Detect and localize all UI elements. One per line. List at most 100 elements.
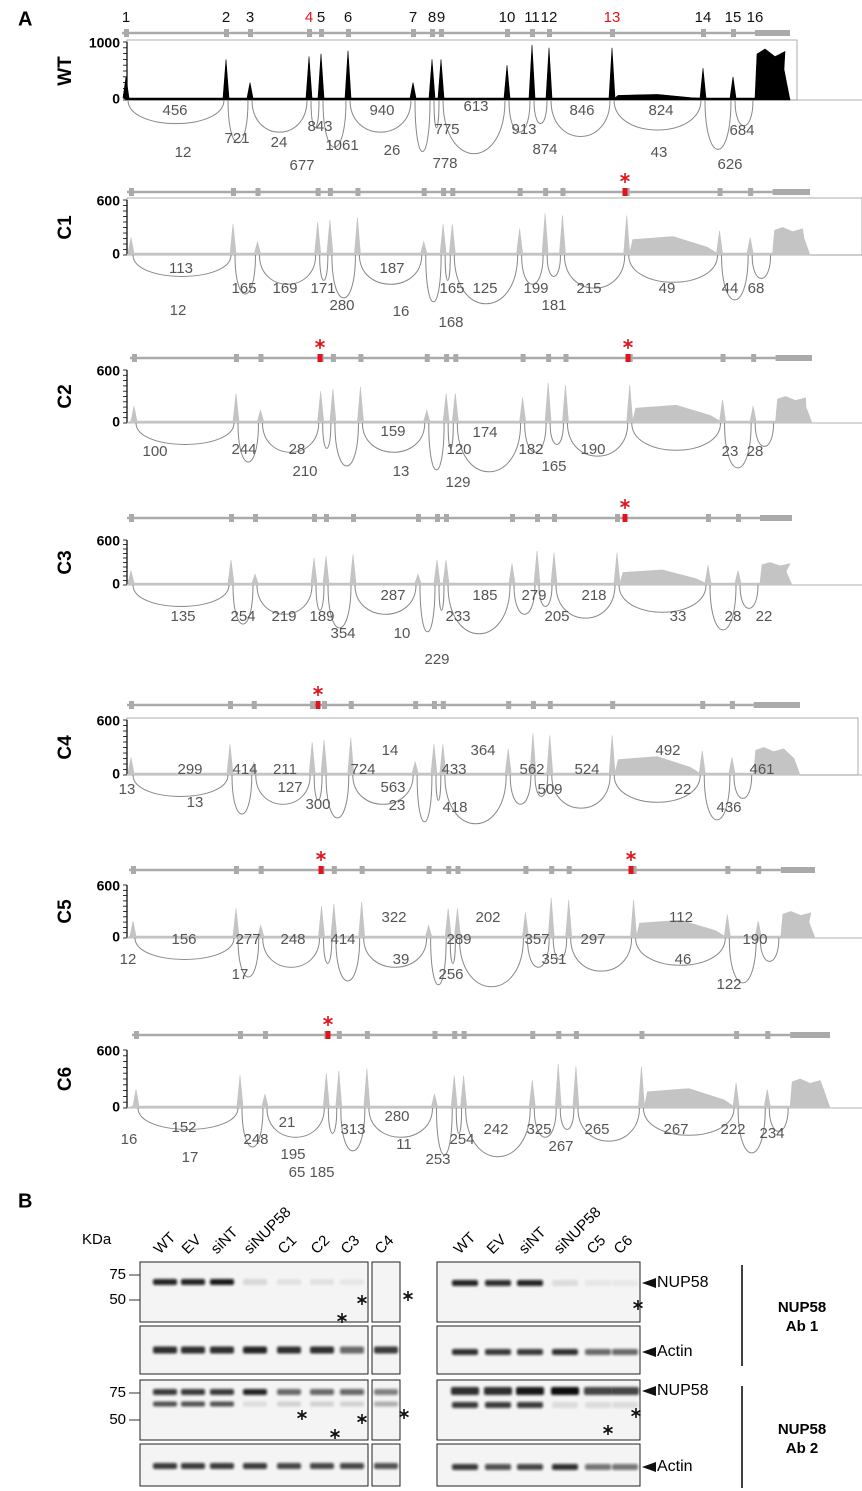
exon [535,514,540,522]
exon-number: 16 [747,9,764,26]
junction-count: 65 [289,1164,306,1181]
sample-name: WT [55,56,76,86]
junction-count: 248 [280,931,305,948]
junction-count: 253 [425,1151,450,1168]
junction-arc [619,585,706,612]
junction-count: 509 [537,781,562,798]
band [585,1464,611,1470]
junction-count: 120 [446,441,471,458]
y-tick-label: 0 [112,246,120,262]
lane-label: C6 [611,1232,637,1258]
junction-count: 280 [329,297,354,314]
y-tick-label: 0 [112,766,120,782]
junction-count: 313 [340,1121,365,1138]
junction-arc [417,775,432,822]
asterisk [314,686,323,696]
junction-count: 14 [382,742,399,759]
exon [639,1031,644,1039]
junction-count: 28 [747,443,764,460]
exon [432,701,437,709]
exon [129,188,134,196]
junction-count: 11 [396,1136,412,1153]
exon [432,1031,437,1039]
lane-label: EV [179,1231,205,1257]
junction-count: 171 [310,280,335,297]
junction-count: 16 [393,303,410,320]
exon [756,866,761,874]
exon [228,701,233,709]
band [243,1402,267,1407]
exon [523,866,528,874]
sample-name: C3 [55,550,76,574]
marker-label: 50 [109,1411,126,1428]
asterisk [400,1409,409,1419]
panel-label: A [18,8,32,30]
junction-count: 23 [722,443,739,460]
junction-count: 24 [271,134,288,151]
junction-count: 244 [231,441,256,458]
coverage [127,1064,830,1108]
marker-label: 50 [109,1291,126,1308]
exon [346,29,351,37]
exon [224,29,229,37]
unit-label: KDa [82,1231,112,1248]
exon [563,354,568,362]
y-tick-label: 0 [112,414,120,430]
band [181,1279,205,1285]
exon-number: 4 [305,9,313,26]
junction-count: 21 [279,1114,296,1131]
band-label: NUP58 [657,1274,709,1291]
band [277,1279,301,1285]
exon [725,866,730,874]
exon [248,29,253,37]
band [374,1389,398,1395]
junction-count: 414 [330,931,355,948]
y-tick-label: 0 [112,576,120,592]
junction-count: 211 [273,761,297,778]
junction-arc [232,775,252,814]
junction-count: 129 [445,474,470,491]
junction-count: 626 [717,156,742,173]
junction-count: 174 [472,424,497,441]
junction-arc [415,100,430,151]
junction-count: 684 [729,122,754,139]
y-tick-label: 600 [97,363,121,379]
junction-arc [439,585,444,610]
mutation [626,354,631,362]
exon [530,29,535,37]
junction-count: 724 [350,761,375,778]
exon [548,701,553,709]
exon [255,188,260,196]
exon [521,354,526,362]
exon [721,354,726,362]
junction-count: 46 [675,951,692,968]
junction-count: 125 [472,280,497,297]
junction-count: 357 [524,931,549,948]
band [310,1463,334,1469]
exon [358,354,363,362]
band [277,1347,301,1354]
junction-count: 165 [541,458,566,475]
band [552,1402,578,1408]
band [210,1347,234,1354]
junction-count: 287 [380,587,405,604]
asterisk [621,173,630,183]
junction-count: 414 [232,761,257,778]
junction-count: 267 [663,1121,688,1138]
y-tick-label: 600 [97,878,121,894]
junction-count: 254 [230,608,255,625]
marker-label: 75 [109,1266,126,1283]
band [612,1349,638,1355]
junction-count: 26 [384,142,401,159]
sample-name: C6 [55,1067,76,1091]
junction-count: 190 [580,441,605,458]
junction-count: 190 [742,931,767,948]
band [181,1347,205,1354]
mutation [623,188,628,196]
band [612,1280,638,1286]
exon [307,29,312,37]
arrowhead [642,1462,656,1472]
exon [322,701,327,709]
exon [444,354,449,362]
exon [734,1031,739,1039]
